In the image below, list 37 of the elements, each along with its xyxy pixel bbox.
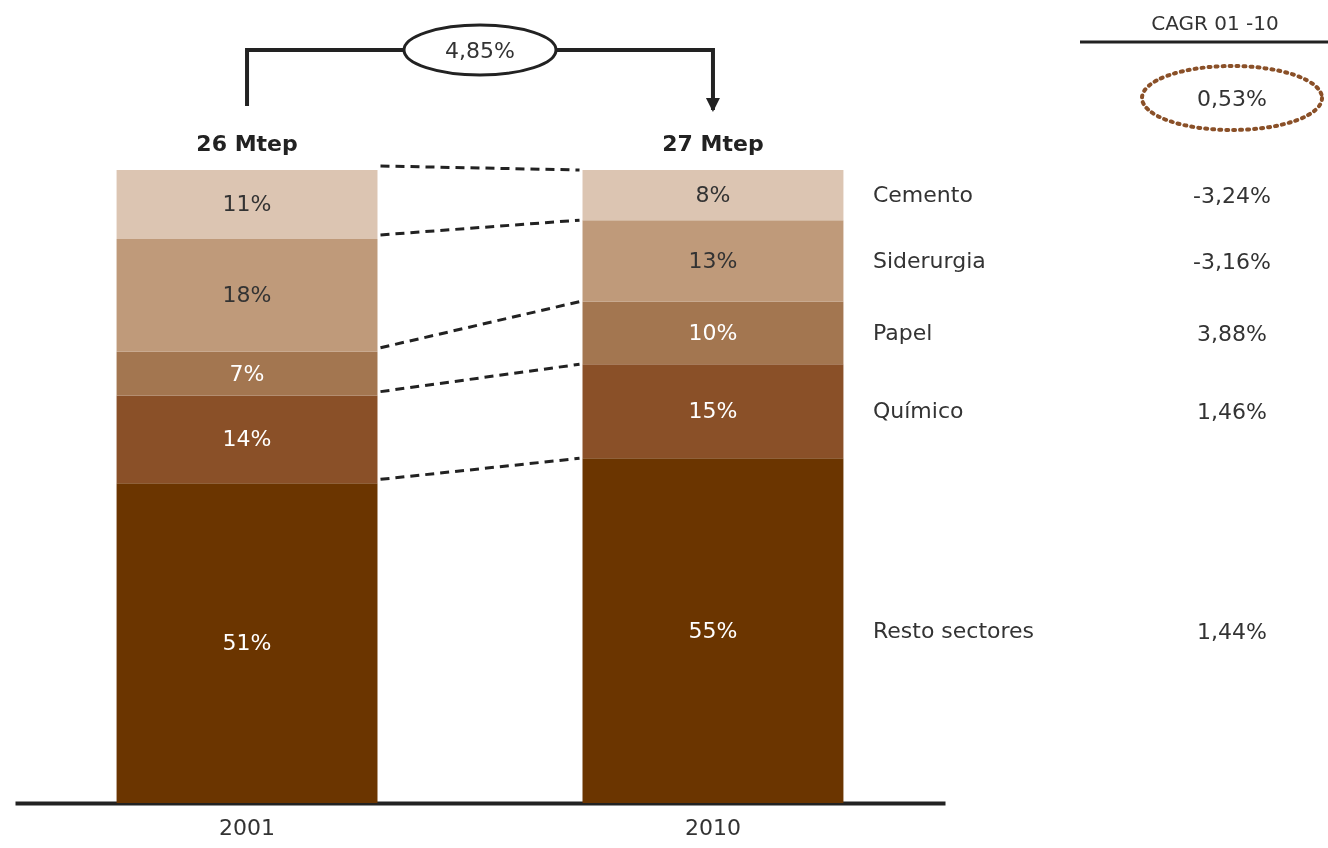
bar: [116, 170, 378, 239]
text: 1,46%: [1197, 399, 1267, 425]
annotation: 27 Mtep: [662, 131, 764, 156]
data-label: 13%: [688, 247, 738, 273]
bar: [582, 301, 844, 365]
bar: [116, 351, 378, 396]
data-label: 51%: [222, 630, 272, 656]
bar: [116, 483, 378, 803]
annotation: 26 Mtep: [196, 131, 298, 156]
series-label: Siderurgia: [872, 247, 986, 273]
bar: [582, 364, 844, 459]
data-label: 15%: [688, 398, 738, 424]
text: 4,85%: [445, 38, 515, 63]
bar: [582, 220, 844, 302]
text: 0,53%: [1197, 86, 1267, 111]
bar: [116, 395, 378, 484]
data-label: 11%: [222, 191, 272, 217]
data-label: 18%: [222, 282, 272, 308]
text: 3,88%: [1197, 320, 1267, 346]
x-tick-label: 2010: [684, 814, 741, 840]
data-label: 14%: [222, 426, 272, 452]
text: -3,16%: [1193, 248, 1271, 274]
data-label: 10%: [688, 319, 738, 345]
series-label: Cemento: [872, 182, 973, 208]
data-label: 55%: [688, 617, 738, 643]
bar: [582, 170, 844, 221]
text: -3,24%: [1193, 183, 1271, 209]
series-label: Químico: [872, 398, 964, 424]
text: 1,44%: [1197, 618, 1267, 644]
bar: [582, 458, 844, 803]
data-label: 7%: [229, 360, 265, 386]
x-tick-label: 2001: [219, 814, 276, 840]
bar: [116, 238, 378, 352]
text: CAGR 01 -10: [1151, 11, 1279, 35]
series-label: Papel: [872, 319, 933, 345]
series-label: Resto sectores: [872, 617, 1035, 643]
data-label: 8%: [695, 182, 731, 208]
